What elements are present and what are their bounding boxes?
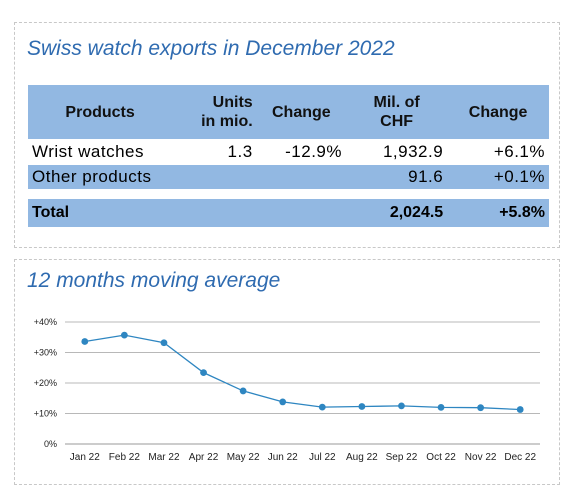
- row-units-change: -12.9%: [256, 139, 346, 165]
- total-chf-change: +5.8%: [447, 199, 549, 227]
- data-point: [279, 398, 287, 406]
- data-point: [81, 338, 89, 345]
- x-tick-label: Aug 22: [346, 452, 378, 463]
- data-point: [437, 404, 445, 411]
- x-tick-label: Dec 22: [504, 452, 536, 463]
- data-point: [358, 403, 366, 410]
- header-units: Units in mio.: [172, 85, 257, 139]
- moving-average-panel: 12 months moving average 0% +10% +20% +30% +…: [14, 259, 560, 485]
- data-point: [398, 402, 405, 410]
- row-product: Other products: [28, 165, 173, 189]
- data-point: [318, 403, 326, 411]
- data-point: [477, 404, 485, 412]
- x-tick-label: Apr 22: [189, 452, 219, 463]
- x-tick-label: Sep 22: [386, 452, 418, 463]
- header-chf-change: Change: [447, 85, 549, 139]
- y-tick-label: 0%: [44, 439, 57, 449]
- data-point: [120, 331, 128, 339]
- x-tick-label: Jun 22: [268, 452, 298, 463]
- row-units: [172, 165, 257, 189]
- row-chf: 1,932.9: [346, 139, 448, 165]
- y-tick-label: +10%: [34, 409, 57, 419]
- y-tick-label: +20%: [34, 378, 57, 388]
- data-point: [516, 406, 524, 413]
- x-tick-label: May 22: [227, 452, 260, 463]
- row-units-change: [256, 165, 346, 189]
- y-tick-label: +30%: [34, 348, 57, 358]
- row-chf-change: +0.1%: [447, 165, 549, 189]
- table-title: Swiss watch exports in December 2022: [27, 37, 395, 60]
- exports-table-panel: Swiss watch exports in December 2022 Pro…: [14, 22, 560, 248]
- header-chf: Mil. of CHF: [346, 85, 448, 139]
- exports-table: Products Units in mio. Change Mil. of CHF …: [28, 85, 549, 227]
- x-tick-label: Mar 22: [148, 452, 180, 463]
- total-label: Total: [28, 199, 173, 227]
- y-tick-label: +40%: [34, 317, 57, 327]
- moving-average-chart: 0% +10% +20% +30% +40% Jan 22 Feb 22 Mar 22 Apr …: [34, 317, 540, 463]
- data-point: [160, 339, 168, 347]
- total-chf: 2,024.5: [346, 199, 448, 227]
- row-units: 1.3: [172, 139, 257, 165]
- row-product: Wrist watches: [28, 139, 173, 165]
- x-tick-label: Jan 22: [70, 452, 100, 463]
- chart-title: 12 months moving average: [27, 269, 281, 292]
- row-chf: 91.6: [346, 165, 448, 189]
- row-chf-change: +6.1%: [447, 139, 549, 165]
- x-tick-label: Nov 22: [465, 452, 497, 463]
- header-units-change: Change: [256, 85, 346, 139]
- table-row: Wrist watches 1.3 -12.9% 1,932.9 +6.1%: [28, 139, 549, 165]
- table-row: Other products 91.6 +0.1%: [28, 165, 549, 189]
- x-tick-label: Feb 22: [109, 452, 141, 463]
- series-line: [84, 334, 521, 411]
- data-point: [200, 369, 207, 377]
- header-products: Products: [28, 85, 173, 139]
- x-tick-label: Jul 22: [309, 452, 336, 463]
- table-total-row: Total 2,024.5 +5.8%: [28, 199, 549, 227]
- table-header-row: Products Units in mio. Change Mil. of CHF …: [28, 85, 549, 139]
- table-spacer: [28, 189, 549, 199]
- x-tick-label: Oct 22: [426, 452, 456, 463]
- data-point: [239, 387, 247, 395]
